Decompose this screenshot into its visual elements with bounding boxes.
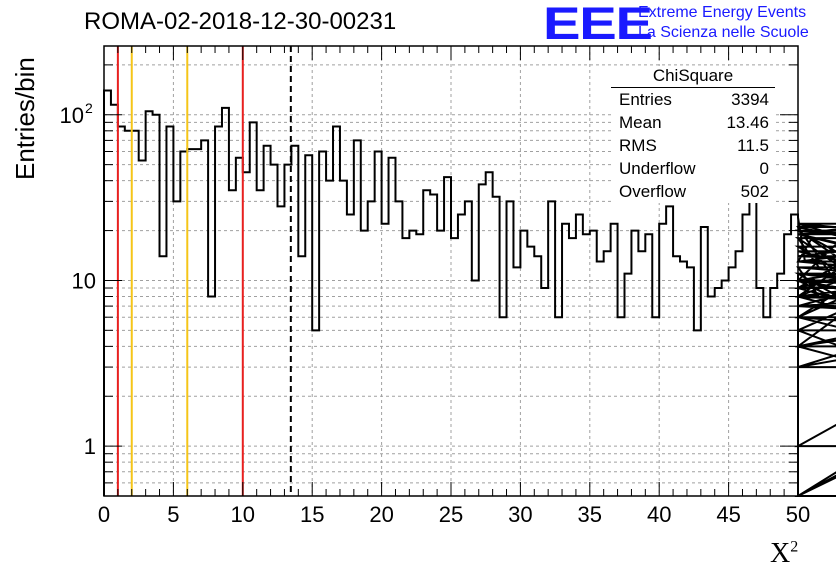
y-tick-label: 10 bbox=[72, 268, 96, 293]
x-tick-label: 0 bbox=[98, 502, 110, 527]
x-tick-label: 15 bbox=[300, 502, 324, 527]
stats-row-mean: Mean 13.46 bbox=[619, 113, 769, 132]
x-tick-label: 30 bbox=[508, 502, 532, 527]
x-tick-label: 20 bbox=[369, 502, 393, 527]
histogram-series bbox=[103, 89, 836, 497]
logo-subtitle-1: Extreme Energy Events bbox=[638, 4, 807, 21]
stats-row-rms: RMS 11.5 bbox=[619, 136, 769, 155]
y-axis-label: Entries/bin bbox=[10, 57, 40, 180]
logo-subtitle-2: La Scienza nelle Scuole bbox=[638, 24, 809, 41]
x-axis-label: X2 bbox=[770, 538, 799, 569]
eee-logo: EEE bbox=[543, 0, 653, 49]
x-tick-label: 10 bbox=[231, 502, 255, 527]
x-tick-label: 35 bbox=[578, 502, 602, 527]
chart-title: ROMA-02-2018-12-30-00231 bbox=[84, 8, 397, 35]
y-tick-label: 1 bbox=[84, 434, 96, 459]
y-tick-label: 10 bbox=[60, 103, 84, 128]
stats-row-entries: Entries 3394 bbox=[619, 90, 769, 109]
x-tick-label: 45 bbox=[716, 502, 740, 527]
stats-row-overflow: Overflow 502 bbox=[619, 182, 769, 201]
y-tick-label-exponent: 2 bbox=[85, 100, 93, 116]
x-tick-label: 5 bbox=[167, 502, 179, 527]
x-tick-label: 40 bbox=[647, 502, 671, 527]
stats-box: ChiSquare Entries 3394 Mean 13.46 RMS 11.5 … bbox=[611, 66, 775, 203]
stats-row-underflow: Underflow 0 bbox=[619, 159, 769, 178]
x-tick-label: 50 bbox=[786, 502, 810, 527]
x-tick-label: 25 bbox=[439, 502, 463, 527]
stats-name: ChiSquare bbox=[611, 66, 775, 88]
